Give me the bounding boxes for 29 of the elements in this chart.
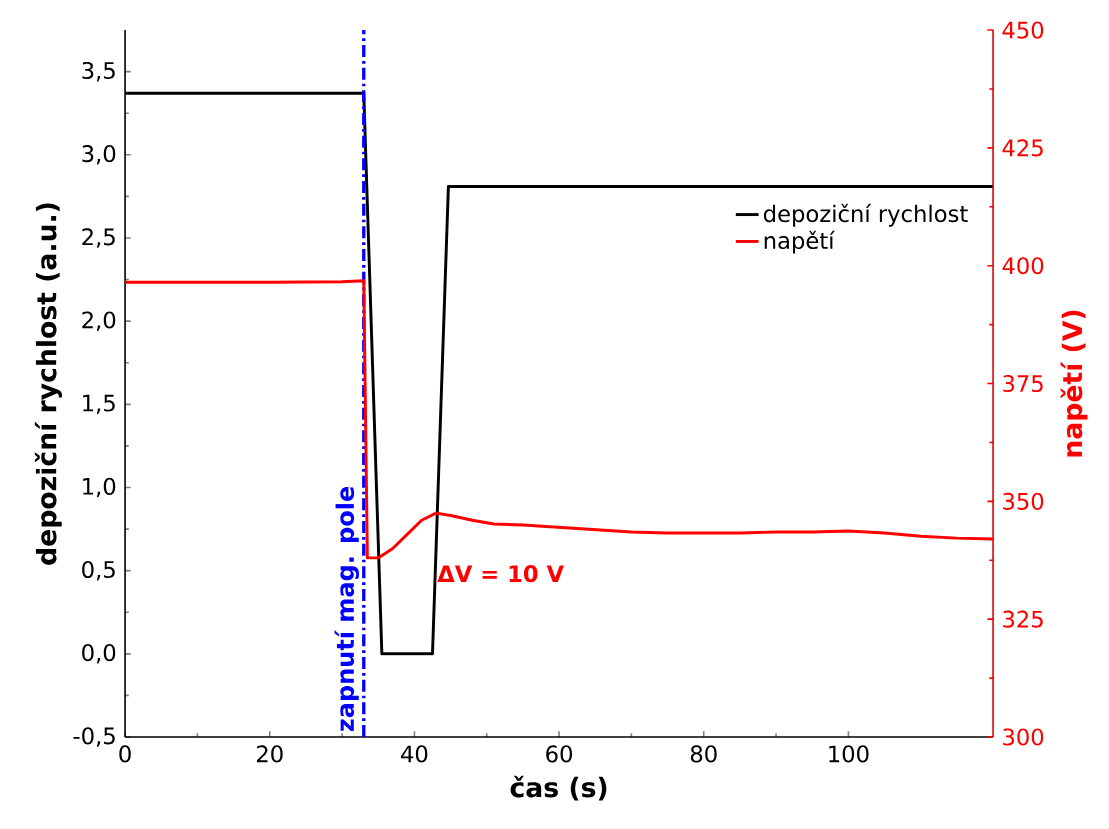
x-tick-label: 40 xyxy=(401,745,428,763)
legend-label: depoziční rychlost xyxy=(763,203,968,227)
x-tick-label: 80 xyxy=(690,745,717,763)
y-axis-title: depoziční rychlost (a.u.) xyxy=(34,203,62,565)
y-tick-label: -0,5 xyxy=(73,727,115,747)
y2-tick-label: 425 xyxy=(1002,139,1043,157)
y2-tick-label: 325 xyxy=(1003,610,1043,628)
y-tick-label: 2,5 xyxy=(82,228,115,248)
y-tick-label: 3,0 xyxy=(82,145,116,165)
y2-tick-label: 350 xyxy=(1003,492,1044,510)
y2-tick-label: 300 xyxy=(1003,728,1044,746)
y-tick-label: 3,5 xyxy=(82,61,115,82)
y2-tick-label: 400 xyxy=(1002,257,1044,275)
y2-axis-title: napětí (V) xyxy=(1060,310,1088,457)
x-axis-title: čas (s) xyxy=(510,775,607,801)
ref-line-label: zapnutí mag. pole xyxy=(334,486,359,732)
x-tick-label: 100 xyxy=(829,745,869,763)
x-tick-label: 20 xyxy=(256,745,283,763)
y-tick-label: 0,0 xyxy=(82,644,116,664)
y-tick-label: 1,0 xyxy=(83,477,116,498)
y-tick-label: 1,5 xyxy=(83,394,115,414)
x-tick-label: 0 xyxy=(119,745,131,763)
y-tick-label: 0,5 xyxy=(82,560,115,581)
y-tick-label: 2,0 xyxy=(82,311,116,331)
legend-label: napětí xyxy=(764,230,836,254)
y2-tick-label: 375 xyxy=(1003,374,1043,393)
x-tick-label: 60 xyxy=(546,745,572,763)
annotation: ΔV = 10 V xyxy=(437,565,564,583)
y2-tick-label: 450 xyxy=(1002,21,1044,39)
